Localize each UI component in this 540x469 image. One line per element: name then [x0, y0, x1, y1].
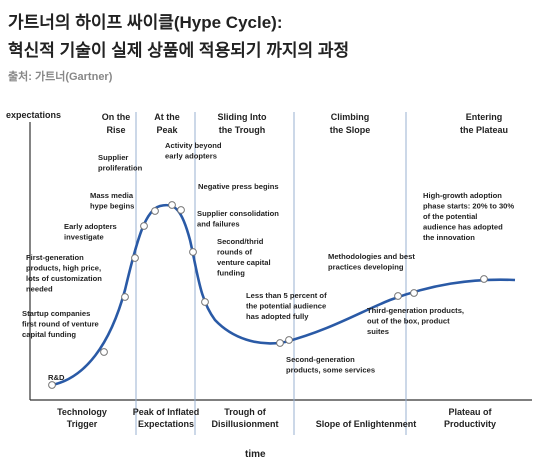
phase-header: Climbing the Slope: [330, 112, 371, 135]
annotation-label: Supplier proliferation: [98, 153, 143, 173]
annotation-label: First-generation products, high price, lot…: [26, 253, 102, 294]
curve-marker: [480, 275, 488, 283]
x-axis-label: time: [245, 449, 266, 460]
phase-header: On the Rise: [102, 112, 131, 135]
curve-marker: [131, 254, 139, 262]
curve-marker: [285, 336, 293, 344]
annotation-label: Activity beyond early adopters: [165, 141, 222, 161]
annotation-label: Less than 5 percent of the potential audi…: [246, 291, 327, 321]
annotation-label: Supplier consolidation and failures: [197, 209, 279, 229]
annotation-label: Early adopters investigate: [64, 222, 117, 242]
curve-marker: [177, 206, 185, 214]
annotation-label: Second/thrid rounds of venture capital fund…: [217, 237, 271, 278]
phase-header: Entering the Plateau: [460, 112, 508, 135]
curve-marker: [48, 381, 56, 389]
curve-marker: [189, 248, 197, 256]
annotation-label: R&D: [48, 373, 65, 382]
curve-marker: [394, 292, 402, 300]
annotation-label: Negative press begins: [198, 182, 279, 191]
curve-marker: [276, 339, 284, 347]
annotation-label: Second-generation products, some services: [286, 355, 375, 375]
phase-label: Plateau of Productivity: [444, 407, 496, 429]
annotation-label: Startup companies first round of venture c…: [22, 309, 99, 339]
hype-curve: [51, 203, 516, 387]
annotation-label: Third-generation products, out of the box…: [367, 306, 464, 336]
curve-marker: [410, 289, 418, 297]
phase-header: Sliding Into the Trough: [218, 112, 267, 135]
title-line-1: 가트너의 하이프 싸이클(Hype Cycle):: [8, 13, 283, 32]
phase-label: Trough of Disillusionment: [211, 407, 278, 429]
phase-header: At the Peak: [154, 112, 180, 135]
curve-marker: [201, 298, 209, 306]
phase-label: Slope of Enlightenment: [316, 419, 417, 429]
annotation-label: Mass media hype begins: [90, 191, 134, 211]
curve-marker: [151, 207, 159, 215]
curve-marker: [100, 348, 108, 356]
source-label: 출처: 가트너(Gartner): [8, 71, 113, 83]
curve-marker: [121, 293, 129, 301]
phase-label: Technology Trigger: [57, 407, 107, 429]
curve-marker: [140, 222, 148, 230]
title-line-2: 혁신적 기술이 실제 상품에 적용되기 까지의 과정: [8, 41, 350, 60]
annotation-label: Methodologies and best practices developi…: [328, 252, 415, 272]
curve-marker: [168, 201, 176, 209]
annotation-label: High-growth adoption phase starts: 20% to…: [423, 191, 514, 242]
phase-label: Peak of Inflated Expectations: [133, 407, 200, 429]
y-axis-label: expectations: [6, 110, 61, 120]
